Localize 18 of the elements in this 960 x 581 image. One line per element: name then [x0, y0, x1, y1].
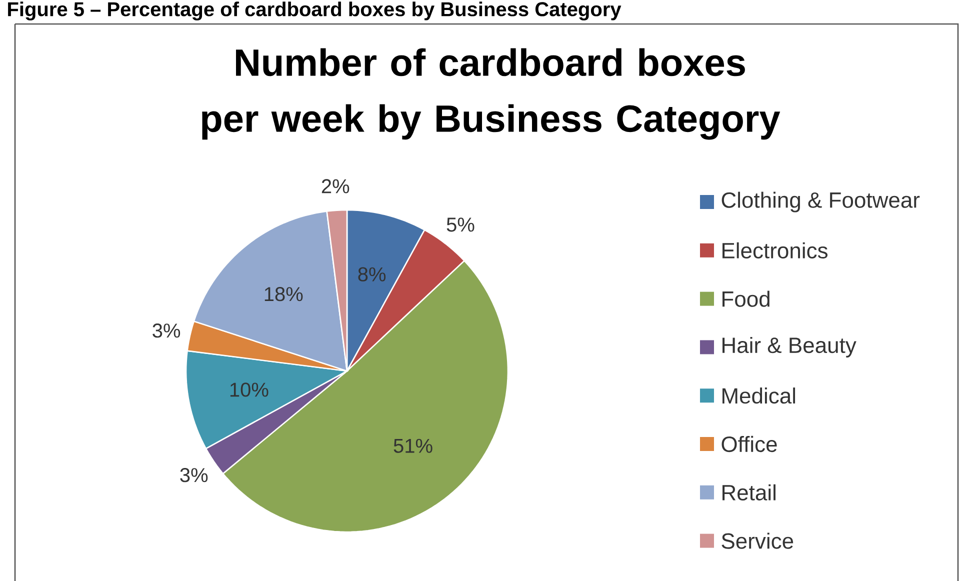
data-label: 10% — [230, 382, 268, 397]
legend-label: Retail — [722, 484, 776, 500]
legend-label: Service — [722, 532, 794, 549]
data-label: 5% — [446, 218, 474, 232]
legend-label: Medical — [722, 388, 796, 404]
data-label: 18% — [264, 287, 303, 302]
legend-label: Clothing & Footwear — [722, 192, 920, 212]
legend-label: Office — [722, 436, 777, 452]
legend-label: Electronics — [722, 242, 828, 258]
data-label: 51% — [394, 438, 432, 453]
legend-label: Hair & Beauty — [722, 336, 856, 358]
data-label: 2% — [322, 179, 350, 194]
data-label: 3% — [152, 324, 180, 338]
data-label: 3% — [180, 468, 208, 482]
chart-title: Number of cardboard boxes per week by Business Category — [202, 48, 780, 140]
data-label: 8% — [358, 267, 386, 282]
caption: Figure 5 – Percentage of cardboard boxes by Business Category — [8, 2, 622, 20]
legend-label: Food — [722, 290, 770, 307]
